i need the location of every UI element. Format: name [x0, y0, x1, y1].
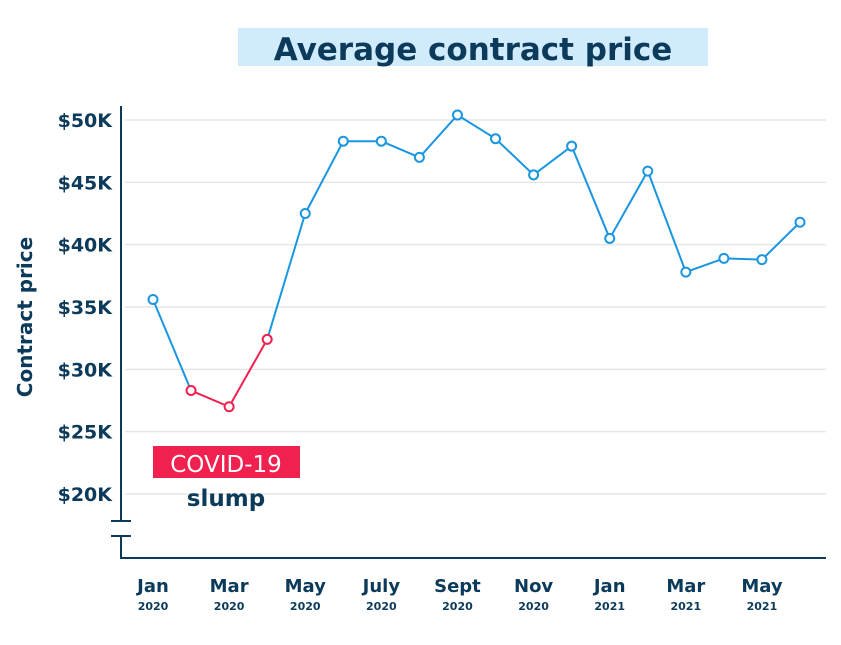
x-tick-year: 2020 [138, 600, 169, 613]
x-tick-year: 2020 [442, 600, 473, 613]
data-point [337, 135, 349, 147]
line-segment [418, 114, 459, 159]
y-tick-label: $45K [58, 172, 114, 194]
data-point [490, 133, 502, 145]
data-point [261, 333, 273, 345]
line-segment [532, 145, 573, 176]
data-point [756, 254, 768, 266]
x-tick-year: 2021 [594, 600, 625, 613]
axes [111, 106, 826, 559]
x-tick-label: Jan [592, 576, 626, 597]
data-point [680, 266, 692, 278]
line-segment [304, 140, 345, 214]
x-tick-year: 2020 [290, 600, 321, 613]
line-segment [456, 114, 497, 140]
x-tick-label: Sept [434, 576, 481, 597]
line-segment [152, 299, 192, 391]
data-point [223, 401, 235, 413]
y-tick-label: $20K [58, 484, 114, 506]
x-tick-year: 2020 [518, 600, 549, 613]
line-segment [761, 221, 801, 261]
data-point [794, 216, 806, 228]
y-tick-label: $30K [58, 359, 114, 381]
data-point [375, 135, 387, 147]
line-segment [685, 257, 725, 274]
x-tick-label: May [285, 576, 327, 597]
data-point [528, 169, 540, 181]
line-segment [646, 170, 687, 273]
data-point [451, 109, 463, 121]
y-tick-label: $35K [58, 297, 114, 319]
data-point [566, 140, 578, 152]
chart-title: Average contract price [274, 32, 673, 68]
line-segment [380, 140, 420, 159]
data-point [413, 151, 425, 163]
line-segment [723, 257, 762, 261]
x-tick-year: 2021 [747, 600, 778, 613]
x-tick-label: Mar [210, 576, 249, 597]
x-tick-label: July [361, 576, 401, 597]
x-tick-label: Jan [135, 576, 169, 597]
x-tick-label: Mar [666, 576, 705, 597]
line-segment [266, 213, 307, 340]
title-background [238, 28, 708, 66]
x-tick-year: 2021 [671, 600, 702, 613]
data-point [642, 165, 654, 177]
line-segment [608, 170, 649, 239]
line-segment [190, 389, 230, 408]
x-tick-year: 2020 [366, 600, 397, 613]
data-point [604, 232, 616, 244]
x-tick-label: Nov [514, 576, 553, 597]
y-tick-label: $25K [58, 422, 114, 444]
x-tick-year: 2020 [214, 600, 245, 613]
data-point [185, 385, 197, 397]
annotation-sublabel: slump [187, 486, 265, 512]
data-point [299, 208, 311, 219]
annotation-box [153, 446, 300, 478]
data-point [147, 294, 159, 306]
x-tick-label: May [741, 576, 783, 597]
y-tick-label: $40K [58, 235, 114, 257]
line-segment [494, 137, 535, 176]
line-segment [570, 145, 611, 239]
y-tick-label: $50K [58, 110, 114, 132]
annotation-label: COVID-19 [170, 452, 282, 478]
data-point [718, 252, 730, 264]
line-segment [228, 338, 269, 408]
y-axis-label: Contract price [13, 237, 37, 397]
